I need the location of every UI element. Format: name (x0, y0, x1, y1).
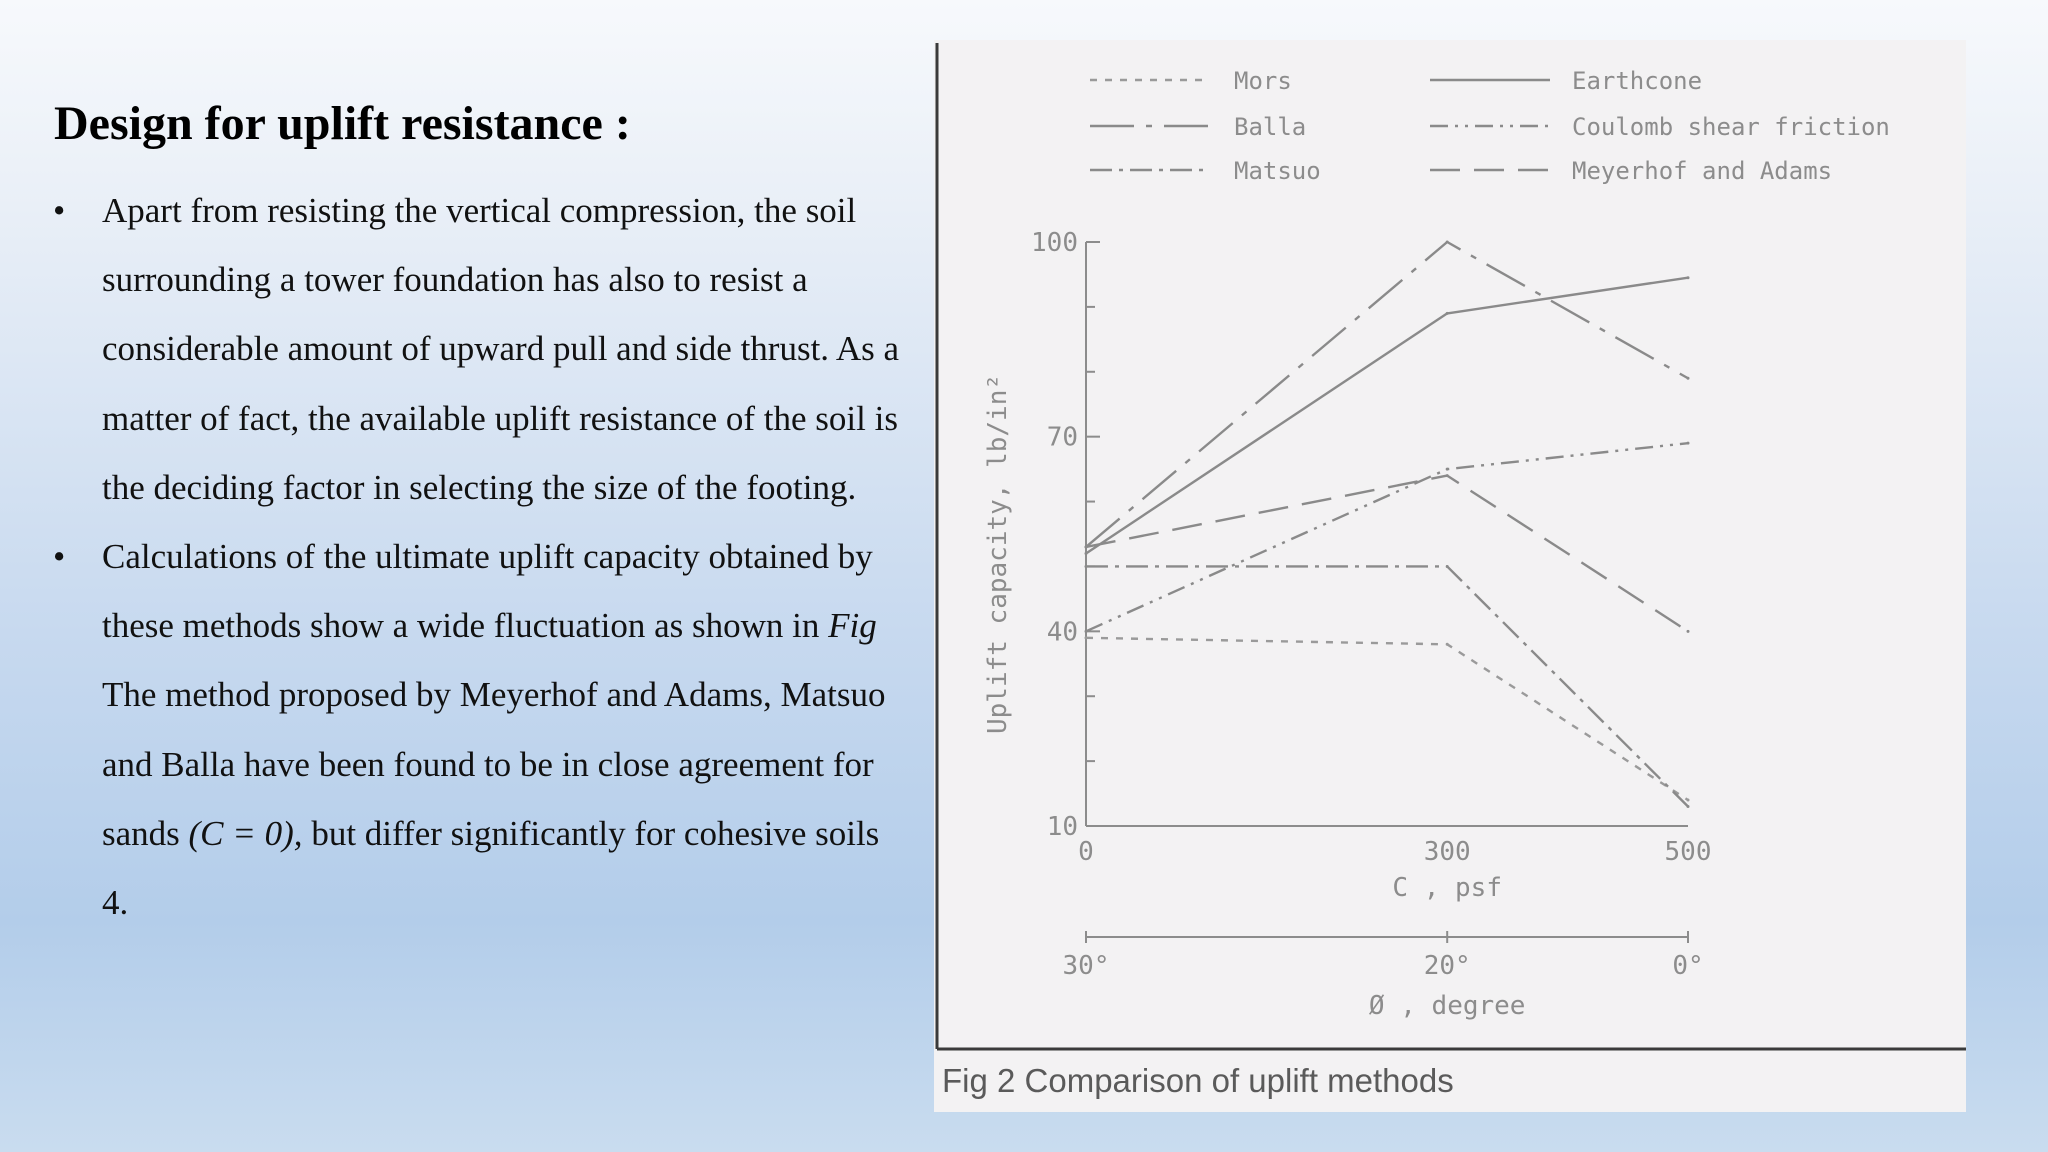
bullet-marker: • (53, 537, 66, 577)
data-point (1686, 805, 1690, 809)
y-tick-label: 70 (1047, 423, 1078, 453)
slide-title: Design for uplift resistance : (54, 97, 631, 150)
series-line (1085, 276, 1689, 555)
legend-label: Meyerhof and Adams (1572, 157, 1832, 185)
bullet-list: • Apart from resisting the vertical comp… (50, 176, 900, 937)
data-point (1686, 441, 1690, 445)
series-line (1085, 240, 1689, 548)
data-point (1445, 564, 1449, 568)
y-tick-label: 40 (1047, 617, 1078, 647)
data-point (1084, 564, 1088, 568)
data-point (1686, 276, 1690, 280)
secondary-tick-label: 30° (1063, 951, 1110, 981)
legend-label: Mors (1234, 67, 1292, 95)
series-line (1085, 474, 1689, 633)
condition-clause: (C = 0), (188, 813, 303, 853)
x-tick-label: 500 (1665, 837, 1712, 867)
secondary-tick-label: 20° (1424, 951, 1471, 981)
data-point (1686, 376, 1690, 380)
bullet-text: Apart from resisting the vertical compre… (102, 191, 900, 507)
legend-label: Coulomb shear friction (1572, 113, 1890, 141)
series-line (1086, 565, 1689, 808)
data-point (1084, 629, 1088, 633)
x-tick-label: 300 (1424, 837, 1471, 867)
bullet-text: Calculations of the ultimate uplift capa… (102, 537, 873, 646)
y-tick-label: 10 (1047, 812, 1078, 842)
secondary-tick-label: 0° (1672, 951, 1703, 981)
figure-caption: Fig 2 Comparison of uplift methods (942, 1062, 1454, 1099)
figure-panel: Mors Earthcone Balla Coulomb shear friction… (934, 40, 1966, 1112)
bullet-item: • Calculations of the ultimate uplift ca… (50, 522, 900, 937)
y-tick-label: 100 (1031, 228, 1078, 258)
series-line (1085, 636, 1689, 802)
data-point (1686, 629, 1690, 633)
chart-plot-area (1084, 240, 1690, 809)
fig-reference: Fig (828, 606, 877, 646)
bullet-item: • Apart from resisting the vertical comp… (50, 176, 900, 522)
chart-legend: Mors Earthcone Balla Coulomb shear friction… (1090, 67, 1890, 185)
bullet-text: The method proposed by Meyerhof and Adam… (102, 675, 886, 853)
data-point (1084, 545, 1088, 549)
y-axis-label: Uplift capacity, lb/in² (983, 374, 1013, 734)
bullet-text: but differ significantly for cohesive so… (102, 813, 880, 923)
data-point (1686, 798, 1690, 802)
legend-label: Earthcone (1572, 67, 1702, 95)
chart-axes: 100 70 40 10 Uplift capacity, lb/in² 0 300 500 C… (983, 228, 1711, 1021)
uplift-chart: Mors Earthcone Balla Coulomb shear friction… (935, 43, 1966, 1051)
secondary-axis-label: Ø , degree (1369, 991, 1526, 1021)
legend-label: Matsuo (1234, 157, 1321, 185)
x-axis-label: C , psf (1392, 873, 1502, 903)
data-point (1445, 642, 1449, 646)
data-point (1084, 551, 1088, 555)
data-point (1445, 311, 1449, 315)
data-point (1445, 467, 1449, 471)
data-point (1445, 474, 1449, 478)
data-point (1084, 636, 1088, 640)
bullet-marker: • (53, 191, 66, 230)
data-point (1445, 240, 1449, 244)
x-tick-label: 0 (1078, 837, 1094, 867)
legend-label: Balla (1234, 113, 1306, 141)
